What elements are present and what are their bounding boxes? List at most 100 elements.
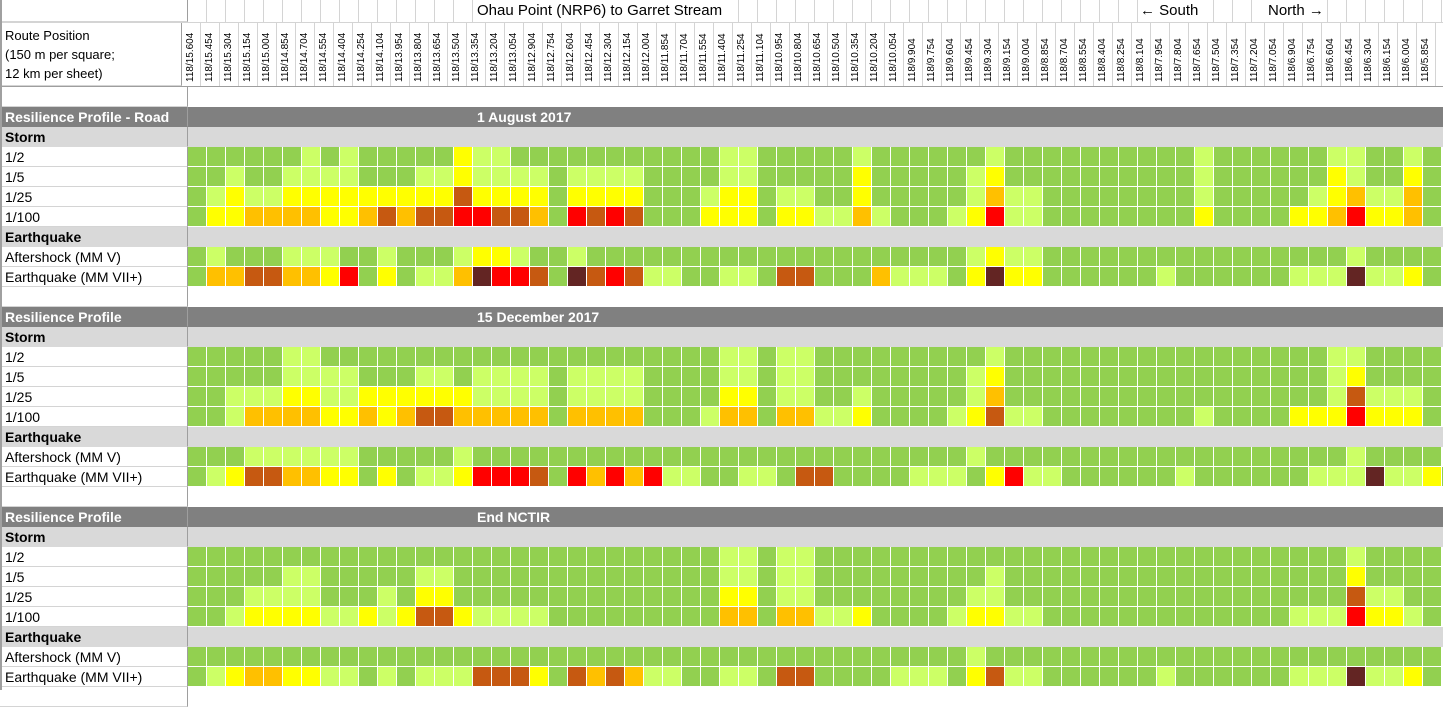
risk-cell[interactable] bbox=[739, 467, 758, 487]
risk-cell[interactable] bbox=[416, 407, 435, 427]
risk-cell[interactable] bbox=[378, 607, 397, 627]
risk-cell[interactable] bbox=[1328, 147, 1347, 167]
earthquake-category-label[interactable]: Earthquake bbox=[0, 227, 188, 247]
risk-cell[interactable] bbox=[1005, 547, 1024, 567]
risk-cell[interactable] bbox=[1176, 407, 1195, 427]
risk-cell[interactable] bbox=[1290, 347, 1309, 367]
risk-cell[interactable] bbox=[910, 547, 929, 567]
risk-cell[interactable] bbox=[1309, 167, 1328, 187]
risk-cell[interactable] bbox=[245, 567, 264, 587]
risk-cell[interactable] bbox=[340, 407, 359, 427]
risk-cell[interactable] bbox=[1119, 207, 1138, 227]
risk-cell[interactable] bbox=[777, 407, 796, 427]
risk-cell[interactable] bbox=[1100, 167, 1119, 187]
risk-cell[interactable] bbox=[473, 187, 492, 207]
risk-cell[interactable] bbox=[1176, 367, 1195, 387]
risk-cell[interactable] bbox=[1271, 407, 1290, 427]
risk-cell[interactable] bbox=[226, 547, 245, 567]
risk-cell[interactable] bbox=[872, 247, 891, 267]
risk-cell[interactable] bbox=[929, 147, 948, 167]
risk-cell[interactable] bbox=[1404, 407, 1423, 427]
risk-cell[interactable] bbox=[1005, 567, 1024, 587]
risk-cell[interactable] bbox=[739, 367, 758, 387]
risk-cell[interactable] bbox=[1043, 367, 1062, 387]
risk-cell[interactable] bbox=[321, 607, 340, 627]
risk-cell[interactable] bbox=[1100, 447, 1119, 467]
risk-cell[interactable] bbox=[188, 407, 207, 427]
risk-cell[interactable] bbox=[1347, 207, 1366, 227]
risk-cell[interactable] bbox=[1233, 367, 1252, 387]
risk-cell[interactable] bbox=[264, 207, 283, 227]
risk-cell[interactable] bbox=[226, 167, 245, 187]
risk-cell[interactable] bbox=[492, 447, 511, 467]
risk-cell[interactable] bbox=[1309, 547, 1328, 567]
risk-cell[interactable] bbox=[1214, 207, 1233, 227]
risk-cell[interactable] bbox=[245, 667, 264, 687]
risk-cell[interactable] bbox=[435, 347, 454, 367]
risk-cell[interactable] bbox=[1100, 647, 1119, 667]
risk-cell[interactable] bbox=[1062, 187, 1081, 207]
risk-cell[interactable] bbox=[1347, 447, 1366, 467]
header-grid-cell[interactable] bbox=[1328, 0, 1347, 22]
risk-cell[interactable] bbox=[1366, 587, 1385, 607]
risk-cell[interactable] bbox=[1366, 607, 1385, 627]
risk-cell[interactable] bbox=[834, 187, 853, 207]
risk-cell[interactable] bbox=[1404, 367, 1423, 387]
header-grid-cell[interactable] bbox=[720, 0, 739, 22]
risk-cell[interactable] bbox=[1024, 607, 1043, 627]
risk-cell[interactable] bbox=[986, 147, 1005, 167]
risk-cell[interactable] bbox=[986, 607, 1005, 627]
risk-cell[interactable] bbox=[473, 447, 492, 467]
risk-cell[interactable] bbox=[1309, 667, 1328, 687]
risk-cell[interactable] bbox=[302, 467, 321, 487]
risk-cell[interactable] bbox=[948, 267, 967, 287]
risk-cell[interactable] bbox=[1214, 407, 1233, 427]
risk-cell[interactable] bbox=[910, 187, 929, 207]
risk-cell[interactable] bbox=[378, 347, 397, 367]
risk-cell[interactable] bbox=[511, 387, 530, 407]
risk-cell[interactable] bbox=[416, 587, 435, 607]
risk-cell[interactable] bbox=[1100, 567, 1119, 587]
risk-cell[interactable] bbox=[967, 367, 986, 387]
risk-cell[interactable] bbox=[1271, 247, 1290, 267]
risk-cell[interactable] bbox=[758, 387, 777, 407]
position-column-header[interactable]: 118/5.854 bbox=[1417, 23, 1436, 86]
risk-cell[interactable] bbox=[245, 207, 264, 227]
risk-cell[interactable] bbox=[986, 367, 1005, 387]
risk-cell[interactable] bbox=[568, 147, 587, 167]
risk-cell[interactable] bbox=[1366, 467, 1385, 487]
risk-cell[interactable] bbox=[1081, 407, 1100, 427]
risk-cell[interactable] bbox=[1385, 647, 1404, 667]
risk-cell[interactable] bbox=[853, 267, 872, 287]
position-column-header[interactable]: 118/13.054 bbox=[505, 23, 524, 86]
risk-cell[interactable] bbox=[207, 267, 226, 287]
risk-cell[interactable] bbox=[1138, 347, 1157, 367]
risk-cell[interactable] bbox=[416, 267, 435, 287]
position-column-header[interactable]: 118/14.404 bbox=[334, 23, 353, 86]
risk-cell[interactable] bbox=[682, 187, 701, 207]
risk-cell[interactable] bbox=[587, 407, 606, 427]
risk-cell[interactable] bbox=[245, 647, 264, 667]
risk-cell[interactable] bbox=[1214, 607, 1233, 627]
risk-cell[interactable] bbox=[1404, 267, 1423, 287]
risk-cell[interactable] bbox=[891, 467, 910, 487]
risk-cell[interactable] bbox=[188, 387, 207, 407]
risk-cell[interactable] bbox=[416, 567, 435, 587]
risk-cell[interactable] bbox=[397, 567, 416, 587]
risk-cell[interactable] bbox=[606, 547, 625, 567]
risk-cell[interactable] bbox=[1385, 147, 1404, 167]
risk-cell[interactable] bbox=[1385, 407, 1404, 427]
risk-cell[interactable] bbox=[321, 207, 340, 227]
risk-cell[interactable] bbox=[1423, 247, 1442, 267]
risk-cell[interactable] bbox=[1404, 467, 1423, 487]
risk-cell[interactable] bbox=[1347, 567, 1366, 587]
risk-cell[interactable] bbox=[625, 567, 644, 587]
risk-cell[interactable] bbox=[378, 467, 397, 487]
risk-cell[interactable] bbox=[1157, 407, 1176, 427]
risk-cell[interactable] bbox=[264, 147, 283, 167]
risk-cell[interactable] bbox=[967, 347, 986, 367]
risk-cell[interactable] bbox=[1290, 167, 1309, 187]
risk-cell[interactable] bbox=[264, 567, 283, 587]
risk-cell[interactable] bbox=[283, 367, 302, 387]
risk-cell[interactable] bbox=[359, 567, 378, 587]
